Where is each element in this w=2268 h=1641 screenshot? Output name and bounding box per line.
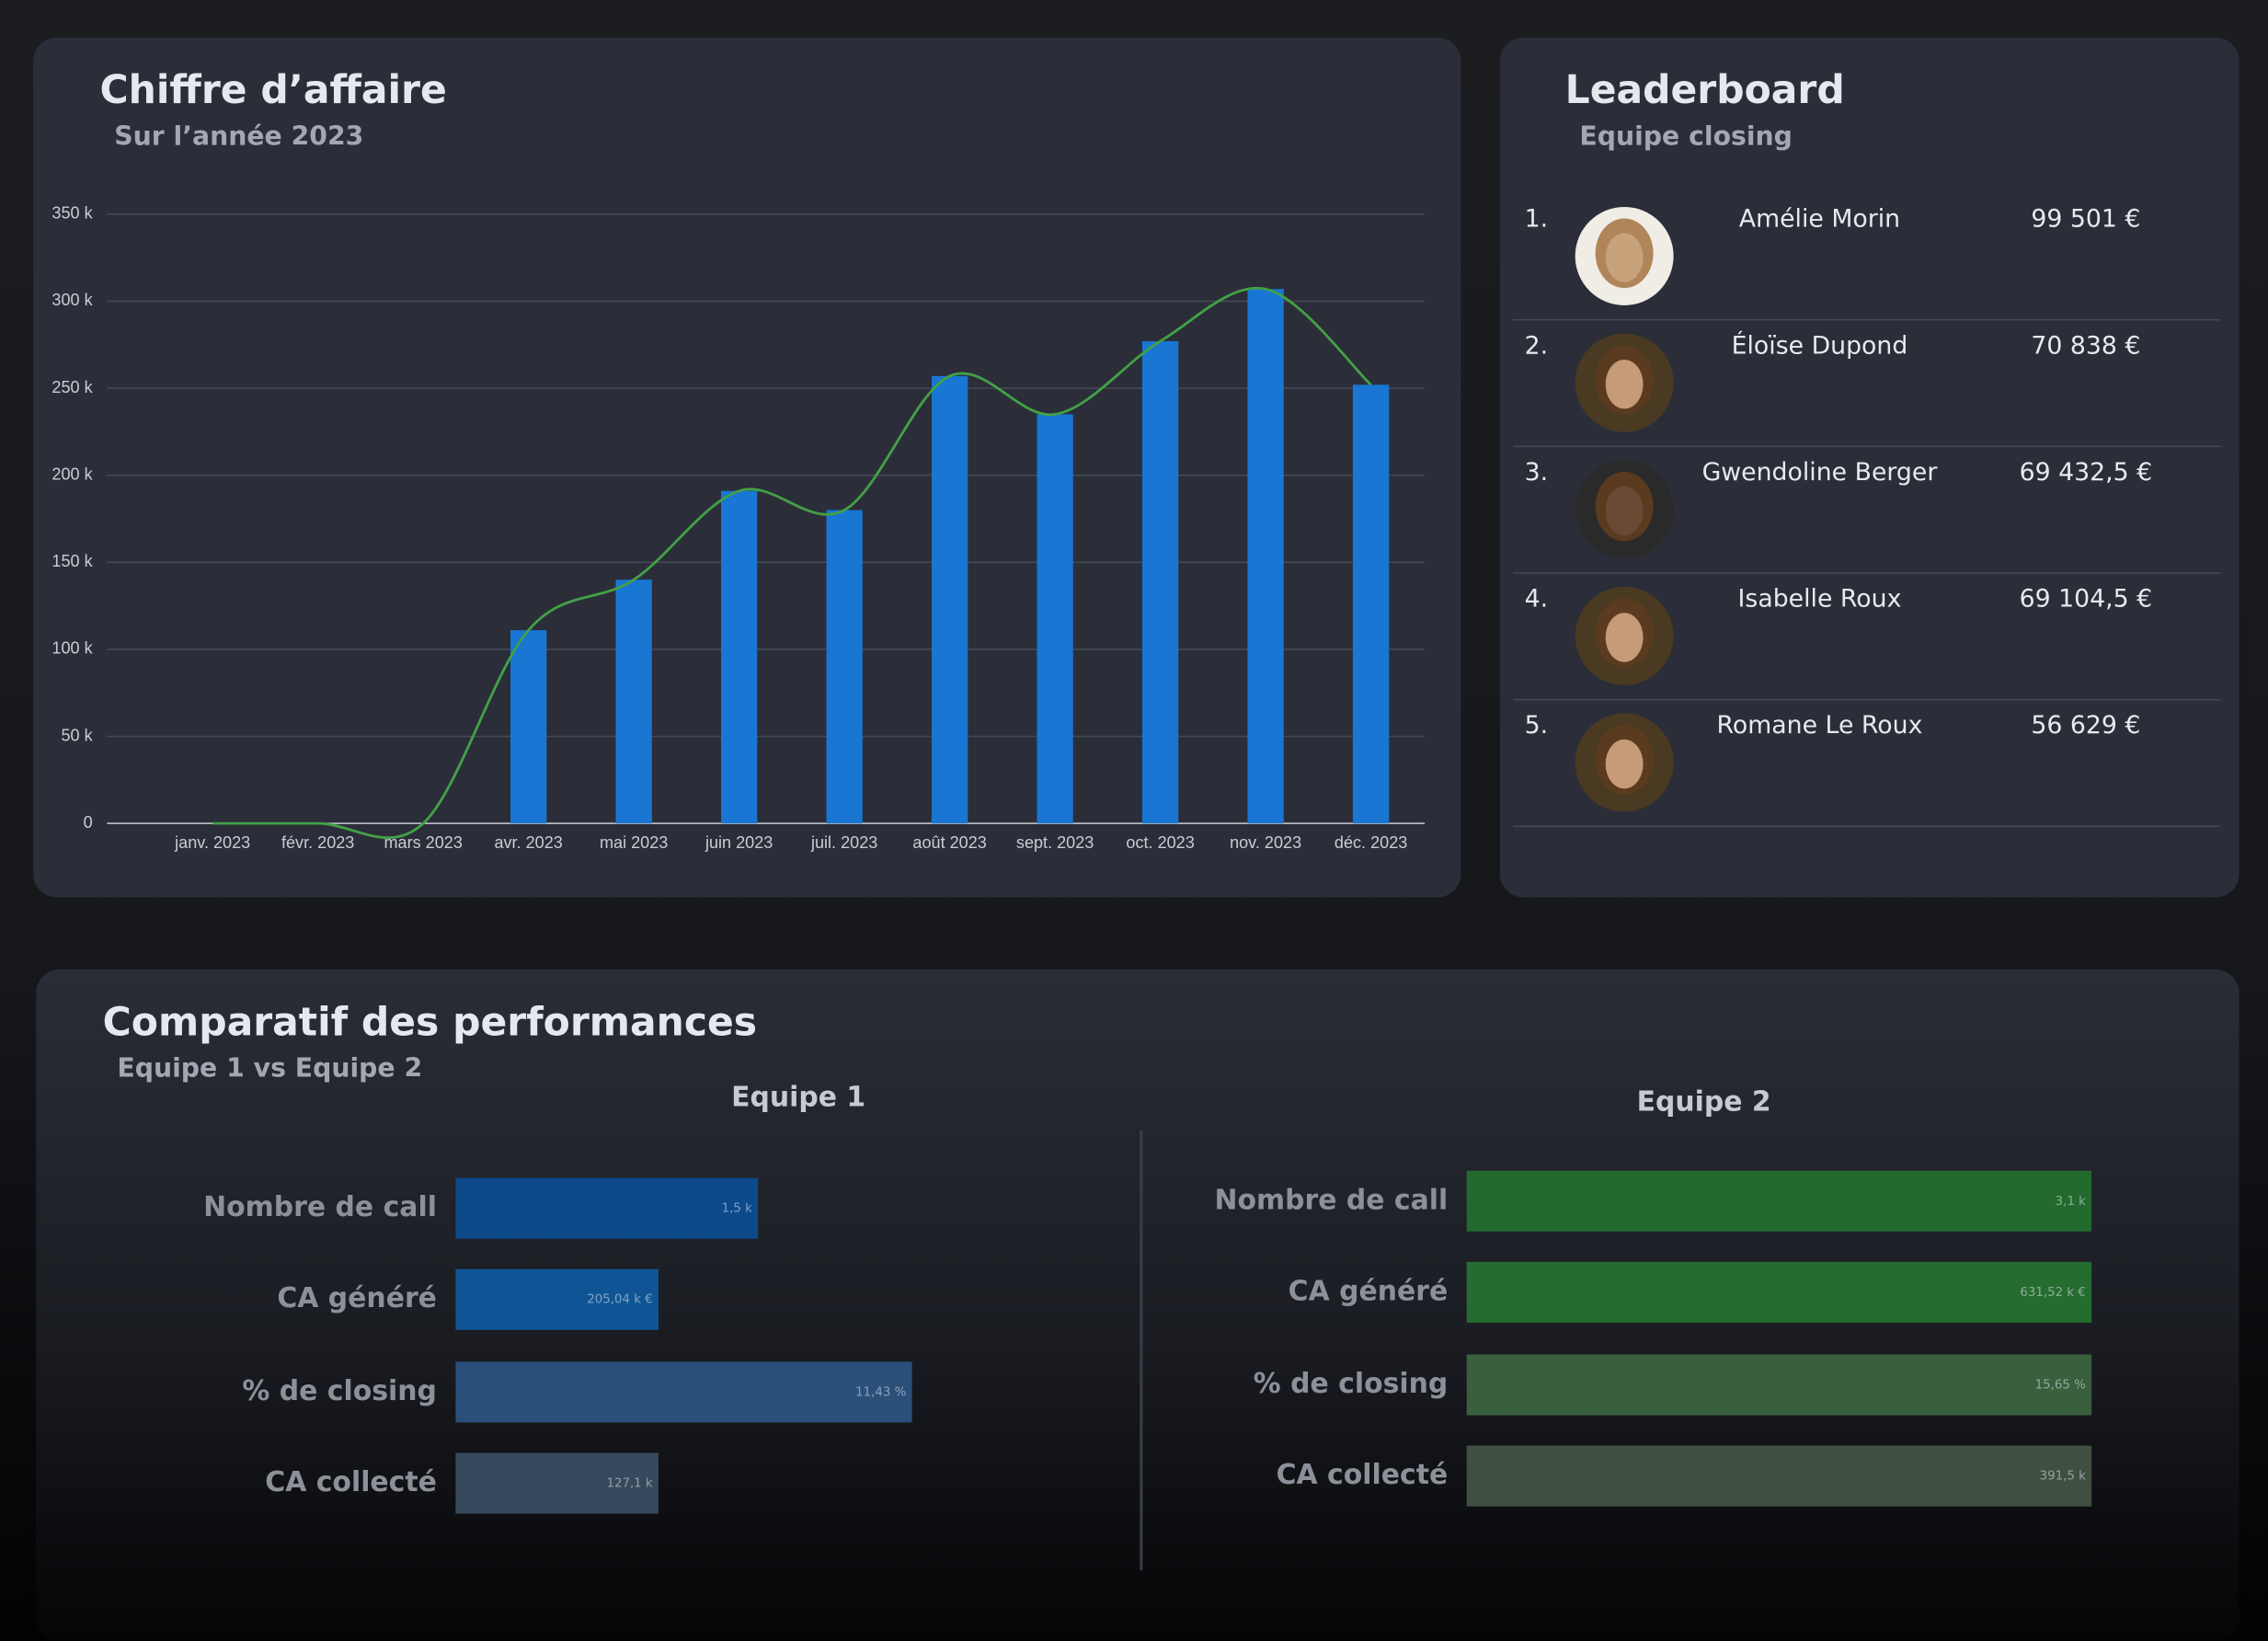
category-label: CA généré — [277, 1282, 437, 1314]
amount: 99 501 € — [2031, 205, 2140, 234]
value-label: 391,5 k — [2040, 1470, 2086, 1484]
x-tick-label: nov. 2023 — [1230, 833, 1301, 852]
category-label: CA généré — [1289, 1275, 1449, 1307]
leaderboard-title: Leaderboard — [1565, 68, 1845, 113]
rank: 1. — [1525, 205, 1549, 234]
bar — [1466, 1261, 2092, 1323]
chart-title: Comparatif des performances — [103, 1000, 757, 1045]
value-label: 631,52 k € — [2020, 1286, 2085, 1300]
bar — [455, 1361, 912, 1423]
bar — [826, 510, 863, 824]
y-tick-label: 300 k — [52, 291, 93, 309]
bar — [615, 580, 652, 824]
amount: 69 104,5 € — [2020, 585, 2153, 614]
revenue-panel — [33, 37, 1461, 898]
rank: 5. — [1525, 711, 1549, 740]
category-label: % de closing — [242, 1375, 437, 1407]
amount: 56 629 € — [2031, 711, 2140, 740]
avatar-face — [1605, 739, 1644, 789]
bar — [1466, 1445, 2092, 1507]
y-tick-label: 150 k — [52, 552, 93, 570]
name: Gwendoline Berger — [1702, 458, 1938, 487]
rank: 2. — [1525, 331, 1549, 360]
x-tick-label: févr. 2023 — [281, 833, 354, 852]
chart-title: Chiffre d’affaire — [100, 68, 447, 113]
bar — [720, 490, 758, 824]
bar — [1247, 289, 1284, 824]
x-tick-label: déc. 2023 — [1334, 833, 1407, 852]
bar — [1466, 1170, 2092, 1232]
category-label: Nombre de call — [203, 1191, 437, 1223]
amount: 69 432,5 € — [2020, 458, 2153, 487]
bar — [1352, 384, 1390, 824]
bar — [931, 375, 968, 824]
x-tick-label: juin 2023 — [704, 833, 773, 852]
value-label: 15,65 % — [2035, 1379, 2086, 1393]
category-label: % de closing — [1254, 1368, 1449, 1400]
value-label: 11,43 % — [855, 1385, 906, 1399]
x-tick-label: mai 2023 — [600, 833, 668, 852]
name: Romane Le Roux — [1717, 711, 1923, 740]
avatar-face — [1605, 613, 1644, 662]
x-tick-label: mars 2023 — [384, 833, 462, 852]
chart-subtitle: Equipe 1 vs Equipe 2 — [117, 1053, 422, 1084]
x-tick-label: sept. 2023 — [1016, 833, 1094, 852]
value-label: 205,04 k € — [587, 1293, 652, 1307]
x-tick-label: janv. 2023 — [174, 833, 250, 852]
avatar-face — [1605, 486, 1644, 536]
bar — [1466, 1354, 2092, 1416]
category-label: CA collecté — [265, 1466, 437, 1498]
x-tick-label: juil. 2023 — [810, 833, 877, 852]
bar — [455, 1268, 659, 1330]
y-tick-label: 350 k — [52, 204, 93, 223]
bar — [455, 1177, 759, 1239]
panel-heading: Equipe 1 — [731, 1082, 865, 1114]
avatar-face — [1605, 233, 1644, 282]
leaderboard-panel — [1499, 37, 2239, 898]
name: Éloïse Dupond — [1732, 330, 1908, 360]
name: Isabelle Roux — [1738, 585, 1902, 614]
rank: 3. — [1525, 458, 1549, 487]
x-tick-label: août 2023 — [912, 833, 986, 852]
category-label: CA collecté — [1277, 1459, 1449, 1491]
value-label: 1,5 k — [722, 1202, 752, 1216]
y-tick-label: 250 k — [52, 378, 93, 396]
x-tick-label: oct. 2023 — [1126, 833, 1194, 852]
y-tick-label: 0 — [84, 813, 93, 832]
name: Amélie Morin — [1739, 205, 1900, 234]
line — [212, 286, 1372, 840]
x-tick-label: avr. 2023 — [494, 833, 562, 852]
y-tick-label: 50 k — [61, 726, 93, 744]
bar — [455, 1452, 659, 1514]
bar — [1141, 340, 1179, 824]
panel-heading: Equipe 2 — [1637, 1085, 1771, 1118]
value-label: 3,1 k — [2056, 1195, 2086, 1209]
y-tick-label: 200 k — [52, 465, 93, 483]
leaderboard-subtitle: Equipe closing — [1579, 120, 1793, 151]
y-tick-label: 100 k — [52, 639, 93, 658]
category-label: Nombre de call — [1214, 1184, 1448, 1216]
bar — [1037, 414, 1073, 824]
amount: 70 838 € — [2031, 331, 2140, 360]
avatar-face — [1605, 359, 1644, 409]
chart-subtitle: Sur l’année 2023 — [114, 120, 363, 151]
rank: 4. — [1525, 585, 1549, 614]
value-label: 127,1 k — [606, 1477, 652, 1491]
bar — [510, 630, 547, 824]
